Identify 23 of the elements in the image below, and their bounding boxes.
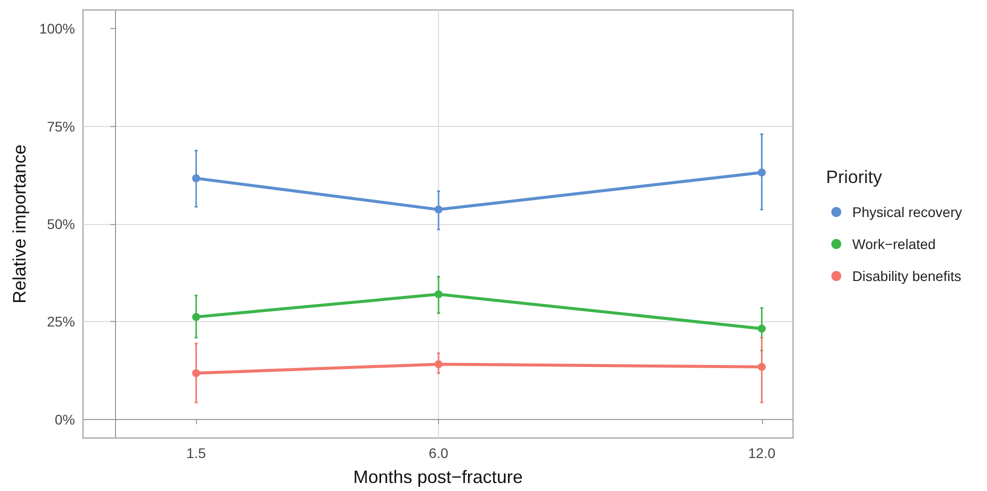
legend-label: Physical recovery [852,204,962,220]
y-tick-label: 25% [46,314,75,330]
point [758,324,766,333]
point [758,168,766,176]
legend-title: Priority [826,167,882,187]
y-tick-label: 50% [46,216,75,232]
x-tick-label: 6.0 [428,445,448,461]
legend-label: Disability benefits [852,268,962,284]
y-tick-label: 0% [54,411,75,428]
point [192,369,200,378]
point [434,206,443,214]
y-tick-label: 100% [39,20,75,37]
point [192,312,200,321]
x-tick-label: 1.5 [186,445,206,461]
point [434,290,443,298]
point [192,174,200,182]
legend-label: Work−related [852,236,936,252]
x-axis-title: Months post−fracture [353,467,523,487]
point [434,360,443,368]
point [758,362,766,371]
y-axis-title: Relative importance [9,144,30,304]
x-tick-label: 12.0 [748,445,776,461]
y-tick-label: 75% [46,118,75,134]
